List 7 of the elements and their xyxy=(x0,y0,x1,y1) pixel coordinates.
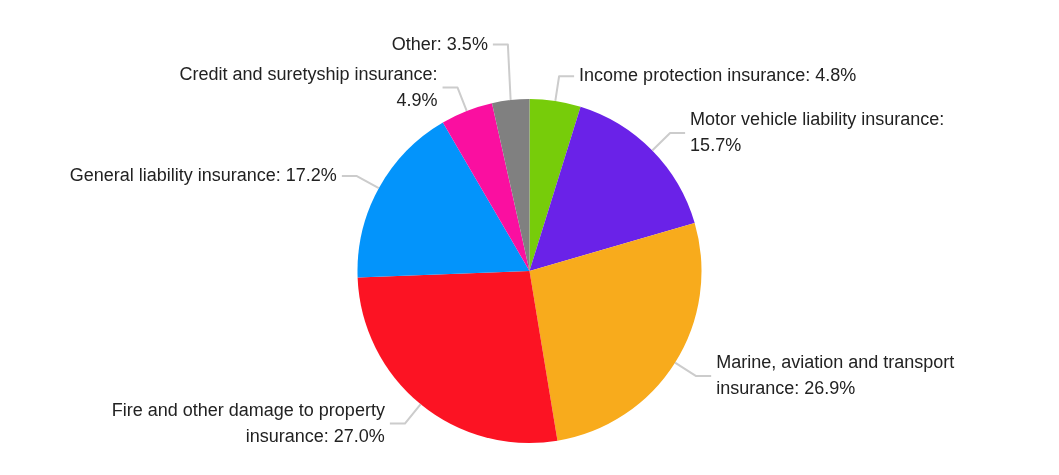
slice-label: Income protection insurance: 4.8% xyxy=(579,65,857,86)
slice-label: Fire and other damage to property insurance: 27.0% xyxy=(111,399,385,446)
slice-label: Other: 3.5% xyxy=(391,33,488,54)
slice-label: Credit and suretyship insurance: 4.9% xyxy=(179,63,438,110)
slice-label: Motor vehicle liability insurance: 15.7% xyxy=(690,108,945,155)
slice-label: General liability insurance: 17.2% xyxy=(69,165,337,186)
slice-label: Marine, aviation and transport insurance: 26.9% xyxy=(716,352,955,398)
